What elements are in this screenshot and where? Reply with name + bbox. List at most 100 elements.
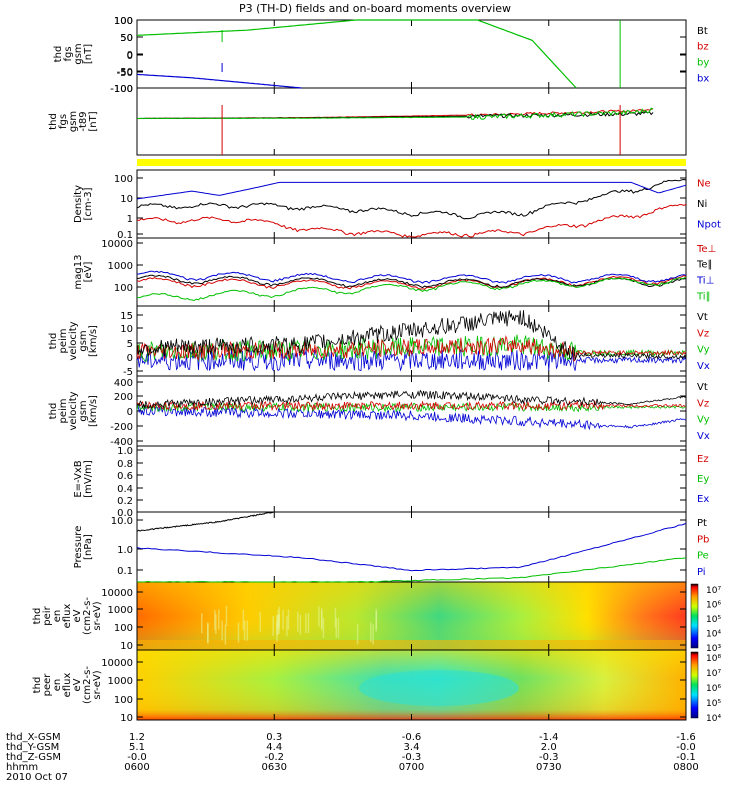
ephem-value: 4.4 [266, 742, 282, 753]
y-axis-label: peim [58, 328, 69, 353]
y-tick-label: 15 [120, 311, 133, 322]
colorbar: 10⁸ 10⁷ 10⁶ 10⁵ 10⁴ [690, 651, 721, 724]
y-axis-label: (cm2-s- [82, 597, 93, 635]
spectrogram-streak [224, 624, 227, 645]
y-tick-label: -400 [110, 437, 133, 448]
y-tick-label: 5 [127, 339, 133, 350]
legend-label: Pt [697, 518, 707, 529]
spectrogram-streak [278, 613, 281, 634]
ephem-value: 1.2 [129, 732, 145, 743]
legend-label: Npot [697, 220, 721, 231]
ephem-value: -0.1 [676, 752, 696, 763]
y-axis-label: velocity [68, 321, 79, 360]
legend-label: Bt [697, 26, 708, 37]
spectrogram-streak [297, 611, 299, 632]
spectrogram-peir [137, 582, 686, 650]
colorbar-label: 10⁸ [706, 654, 721, 664]
series-Vx [136, 404, 687, 431]
y-axis-label: [cm-3] [83, 187, 94, 220]
y-axis-label: mag13 [73, 255, 84, 290]
y-axis-label: gsm [68, 111, 79, 132]
time-tick-label: 0630 [262, 762, 287, 773]
y-axis-label: eV [72, 678, 83, 691]
y-axis-label: [eV] [83, 262, 94, 283]
panel-velI: 400 200 0 -200 -400 thd peim velocity gsm [km/s] V… [48, 375, 710, 448]
series-bx [136, 73, 302, 89]
panel-velE: 15 10 5 0 -5 thd peim velocity gsm [km/s] Vt Vz Vy Vx [48, 305, 710, 378]
series-Pe [136, 557, 687, 583]
data-gap-band [137, 159, 686, 166]
spectrogram-streak [259, 612, 261, 633]
ephem-value: -0.6 [402, 732, 422, 743]
series-Pt [136, 511, 275, 532]
y-tick-label: 50 [120, 33, 133, 44]
y-tick-label: -50 [117, 68, 133, 79]
colorbar-label: 10⁴ [706, 714, 721, 724]
spectrogram-streak [299, 614, 302, 635]
y-tick-label: 10 [120, 641, 133, 652]
y-axis-label: gsm [78, 400, 89, 421]
panel-frame [136, 445, 687, 513]
spectrogram-streak [286, 616, 288, 637]
y-tick-label: 100 [114, 16, 133, 27]
series-by [136, 107, 654, 120]
y-tick-label: 10000 [101, 588, 133, 599]
legend-label: Pi [697, 567, 706, 578]
y-tick-label: 0 [127, 51, 133, 62]
spectrogram-streak [322, 617, 325, 638]
legend-label: Ti∥ [696, 291, 711, 302]
y-tick-label: 1 [127, 214, 133, 225]
traces-density [136, 178, 687, 238]
ephem-row-label: thd_Z-GSM [6, 752, 61, 763]
y-tick-label: 10000 [101, 658, 133, 669]
spectrogram-streak [305, 613, 307, 634]
spectrogram-streak [246, 620, 249, 641]
panel-peer: 10000 1000 100 10 thd peer en eflux eV (cm2-s-sr-… [32, 649, 721, 724]
time-tick-label: 0700 [399, 762, 424, 773]
y-tick-label: 0.4 [117, 484, 133, 495]
time-tick-label: 0730 [536, 762, 561, 773]
traces-pressure [136, 511, 687, 583]
y-axis-label: en [52, 679, 63, 692]
y-axis-label: thd [48, 333, 59, 350]
legend-label: Vx [697, 431, 710, 442]
y-tick-label: 0.8 [117, 459, 133, 470]
y-tick-label: 100 [114, 623, 133, 634]
legend-label: Pe [697, 551, 709, 562]
series-Vt [136, 310, 687, 361]
y-axis-label: eflux [62, 604, 73, 629]
y-tick-label: 400 [114, 378, 133, 389]
spectrogram-streak [307, 613, 310, 634]
ephem-row-label: hhmm [6, 762, 38, 773]
colorbar-label: 10⁶ [706, 684, 721, 694]
y-axis-label: (cm2-s- [82, 666, 93, 704]
series-Ti∥ [136, 276, 687, 302]
series-Ne [136, 204, 687, 238]
y-tick-label: -5 [123, 367, 133, 378]
y-tick-label: -100 [110, 84, 133, 95]
colorbar-scale [690, 583, 699, 649]
spectrogram-streak [276, 621, 278, 642]
series-Te⊥ [136, 275, 687, 290]
colorbar-scale [690, 651, 699, 719]
spectrogram-streak [320, 610, 323, 631]
y-axis-label: peir [42, 605, 53, 625]
panel-frame [136, 87, 687, 156]
spectrogram-streak [221, 620, 223, 641]
spectrogram-streak [218, 609, 220, 630]
legend-label: Te⊥ [696, 244, 716, 255]
panel-frame [136, 19, 687, 89]
y-axis-label: velocity [68, 391, 79, 430]
y-tick-label: 10000 [101, 239, 133, 250]
y-tick-label: 200 [114, 392, 133, 403]
y-tick-label: 0.1 [117, 230, 133, 241]
y-tick-label: 10 [120, 324, 133, 335]
y-axis-label: -t89 [78, 111, 89, 131]
y-axis-label: [km/s] [88, 395, 99, 427]
y-tick-label: 0.6 [117, 471, 133, 482]
time-tick-label: 0800 [673, 762, 698, 773]
y-axis-label: [nT] [83, 44, 94, 64]
y-tick-label: 100 [114, 174, 133, 185]
chart-title: P3 (TH-D) fields and on-board moments ov… [239, 2, 511, 15]
spectrogram-streak [237, 622, 240, 643]
